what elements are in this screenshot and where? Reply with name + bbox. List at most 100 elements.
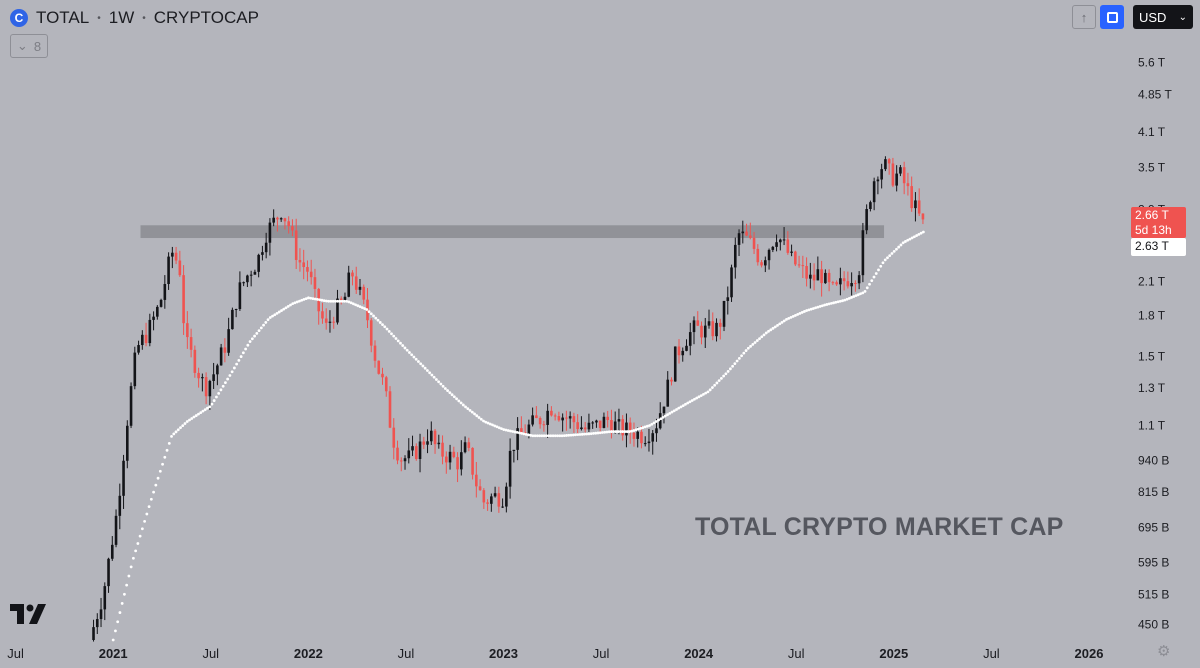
moving-average-dot (805, 309, 809, 312)
moving-average-dot (607, 430, 611, 434)
moving-average-dot (497, 426, 501, 430)
candle-body (129, 386, 133, 426)
moving-average-dot (367, 310, 371, 314)
separator-dot-icon: • (142, 12, 146, 24)
candle-body (756, 248, 760, 263)
moving-average-dot (906, 238, 910, 242)
moving-average-dot (172, 432, 176, 436)
chart-header[interactable]: C TOTAL • 1W • CRYPTOCAP (10, 7, 259, 29)
moving-average-dot (908, 237, 912, 241)
moving-average-dot (349, 301, 353, 305)
candle-body (914, 200, 917, 209)
moving-average-dot (726, 370, 730, 373)
moving-average-dot (540, 434, 544, 438)
candle-body (422, 441, 426, 445)
candle-body (887, 159, 891, 164)
moving-average-dot (116, 620, 120, 624)
moving-average-dot (381, 323, 384, 327)
moving-average-dot (183, 422, 187, 425)
moving-average-dot (230, 370, 234, 374)
candle-body (670, 379, 673, 382)
moving-average-dot (239, 355, 243, 358)
candle-body (486, 502, 489, 504)
candle-body (861, 230, 865, 276)
candle-body (490, 496, 493, 504)
interval-label[interactable]: 1W (108, 8, 135, 27)
moving-average-dot (224, 381, 227, 385)
candle-body (369, 320, 373, 346)
moving-average-dot (742, 351, 746, 355)
candle-body (628, 422, 632, 433)
moving-average-dot (491, 423, 494, 427)
moving-average-dot (259, 326, 263, 330)
candle-body (910, 186, 913, 209)
moving-average-dot (244, 347, 248, 351)
currency-select[interactable]: USD ⌄ (1133, 5, 1193, 29)
moving-average-dot (154, 483, 158, 487)
moving-average-dot (762, 333, 766, 337)
candle-body (880, 169, 883, 180)
moving-average-dot (722, 374, 726, 378)
moving-average-dot (212, 399, 216, 402)
moving-average-dot (735, 359, 739, 363)
candle-body (726, 297, 730, 301)
candle-body (306, 267, 309, 272)
moving-average-dot (419, 362, 423, 366)
moving-average-dot (558, 434, 562, 438)
x-tick-label: 2024 (684, 646, 714, 661)
moving-average-dot (526, 433, 530, 437)
moving-average-dot (787, 316, 791, 320)
moving-average-dot (266, 318, 270, 322)
moving-average-dot (143, 519, 147, 523)
candle-body (786, 239, 790, 253)
candle-body (171, 252, 174, 257)
candle-body (354, 276, 358, 290)
moving-average-dot (430, 373, 434, 377)
moving-average-dot (482, 419, 485, 423)
candle-body (782, 239, 786, 241)
candle-body (775, 242, 778, 247)
candle-body (696, 320, 700, 326)
moving-average-dot (796, 313, 800, 316)
symbol-label[interactable]: TOTAL (36, 8, 90, 27)
moving-average-dot (161, 462, 164, 466)
scroll-up-button[interactable]: ↑ (1072, 5, 1096, 29)
moving-average-dot (769, 328, 773, 332)
moving-average-dot (477, 416, 481, 419)
moving-average-dot (549, 434, 553, 438)
moving-average-dot (441, 384, 445, 388)
auto-scale-button[interactable] (1100, 5, 1124, 29)
moving-average-dot (652, 421, 656, 425)
moving-average-dot (812, 307, 815, 310)
moving-average-dot (417, 360, 420, 363)
moving-average-dot (170, 434, 173, 438)
candle-body (767, 249, 771, 261)
moving-average-dot (560, 434, 564, 438)
gear-icon[interactable]: ⚙ (1157, 643, 1171, 660)
moving-average-dot (778, 322, 782, 326)
moving-average-dot (282, 307, 286, 311)
moving-average-dot (199, 411, 203, 415)
moving-average-dot (446, 389, 449, 392)
moving-average-dot (702, 392, 705, 396)
tradingview-logo-icon[interactable] (10, 604, 46, 624)
moving-average-dot (300, 298, 304, 302)
moving-average-dot (872, 275, 876, 279)
candle-body (426, 441, 429, 445)
indicators-collapse-button[interactable]: ⌄ 8 (10, 34, 48, 58)
moving-average-dot (809, 307, 813, 311)
moving-average-dot (131, 556, 135, 560)
moving-average-dot (571, 433, 575, 437)
moving-average-dot (347, 300, 351, 304)
candle-body (362, 286, 366, 300)
candle-body (445, 456, 448, 463)
candle-body (505, 486, 508, 507)
moving-average-dot (715, 381, 719, 385)
candle-body (827, 272, 831, 283)
moving-average-dot (627, 430, 631, 433)
moving-average-dot (428, 371, 432, 375)
moving-average-dot (870, 279, 874, 283)
moving-average-dot (387, 329, 391, 333)
moving-average-dot (818, 305, 822, 308)
